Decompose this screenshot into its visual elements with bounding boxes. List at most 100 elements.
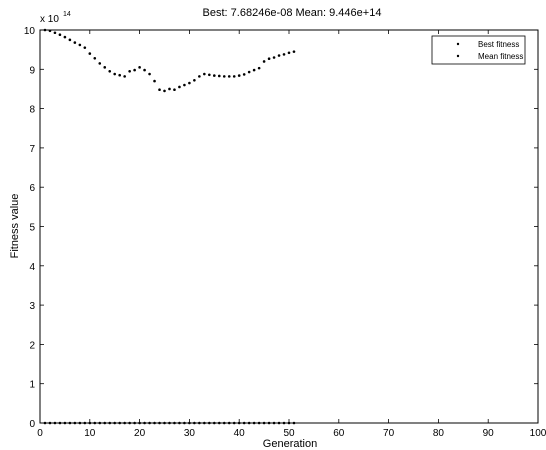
best-fitness-point [252, 421, 256, 425]
mean-fitness-point [83, 46, 87, 49]
mean-fitness-point [252, 68, 256, 72]
x-tick-label: 80 [433, 428, 445, 439]
y-multiplier-exponent: 14 [63, 11, 71, 18]
best-fitness-point [148, 421, 151, 425]
y-tick-label: 6 [29, 183, 35, 194]
best-fitness-point [63, 421, 67, 425]
mean-fitness-point [208, 73, 211, 77]
best-fitness-point [282, 421, 286, 425]
y-tick-label: 10 [24, 26, 36, 37]
mean-fitness-point [272, 56, 276, 59]
best-fitness-point [287, 421, 291, 425]
y-tick-label: 0 [29, 419, 35, 430]
y-tick-label: 7 [29, 144, 35, 155]
x-tick-label: 90 [483, 428, 495, 439]
best-fitness-point [128, 421, 131, 425]
best-fitness-point [78, 421, 82, 425]
legend-label-mean-fitness: Mean fitness [478, 52, 523, 61]
mean-fitness-point [217, 74, 221, 78]
best-fitness-point [198, 421, 201, 425]
x-axis-ticks: 0 10 20 30 40 50 60 70 80 90 100 [37, 30, 546, 439]
best-fitness-point [232, 421, 236, 425]
best-fitness-point [103, 421, 107, 425]
legend-label-best-fitness: Best fitness [478, 40, 519, 49]
mean-fitness-point [237, 74, 241, 77]
mean-fitness-point [267, 57, 271, 60]
best-fitness-point [183, 421, 186, 425]
mean-fitness-point [262, 60, 266, 63]
legend-marker-best-fitness [456, 42, 460, 46]
best-fitness-point [193, 421, 196, 425]
best-fitness-point [73, 421, 77, 425]
best-fitness-point [222, 421, 226, 425]
mean-fitness-point [257, 66, 261, 70]
best-fitness-point [178, 421, 181, 425]
best-fitness-point [217, 421, 221, 425]
mean-fitness-point [133, 68, 136, 72]
best-fitness-point [242, 421, 246, 425]
best-fitness-point [118, 421, 121, 425]
y-tick-label: 3 [29, 301, 35, 312]
best-fitness-point [133, 421, 136, 425]
y-axis-label: Fitness value [9, 194, 21, 259]
mean-fitness-point [53, 31, 57, 35]
best-fitness-point [267, 421, 271, 425]
best-fitness-point [272, 421, 276, 425]
best-fitness-point [138, 421, 141, 425]
mean-fitness-point [222, 75, 226, 78]
best-fitness-point [292, 421, 296, 425]
mean-fitness-point [93, 56, 97, 60]
mean-fitness-point [153, 79, 156, 83]
mean-fitness-point [193, 79, 196, 82]
best-fitness-point [153, 421, 156, 425]
mean-fitness-point [188, 81, 191, 85]
mean-fitness-point [108, 69, 112, 73]
mean-fitness-point [203, 72, 206, 76]
mean-fitness-point [242, 73, 246, 76]
best-fitness-point [68, 421, 72, 425]
best-fitness-point [173, 421, 176, 425]
y-tick-label: 9 [29, 65, 35, 76]
mean-fitness-point [213, 74, 216, 77]
x-tick-label: 0 [37, 428, 43, 439]
best-fitness-point [98, 421, 102, 425]
mean-fitness-point [118, 73, 121, 77]
mean-fitness-point [98, 62, 102, 65]
best-fitness-point [93, 421, 97, 425]
best-fitness-point [203, 421, 206, 425]
best-fitness-point [48, 421, 52, 425]
mean-fitness-point [103, 66, 107, 69]
best-fitness-point [158, 421, 161, 425]
legend-marker-mean-fitness [456, 54, 460, 58]
mean-fitness-point [138, 66, 141, 69]
best-fitness-point [208, 421, 211, 425]
mean-fitness-point [287, 51, 291, 55]
best-fitness-point [83, 421, 87, 425]
x-tick-label: 20 [134, 428, 146, 439]
x-tick-label: 40 [234, 428, 246, 439]
mean-fitness-point [292, 50, 296, 53]
y-tick-label: 4 [29, 262, 35, 273]
y-multiplier-label: x 10 [40, 14, 59, 25]
y-tick-label: 8 [29, 105, 35, 116]
mean-fitness-point [58, 33, 62, 37]
mean-fitness-point [143, 68, 146, 72]
mean-fitness-point [88, 52, 92, 55]
best-fitness-point [113, 421, 116, 425]
x-axis-label: Generation [263, 438, 317, 450]
mean-fitness-point [178, 85, 181, 89]
best-fitness-point [108, 421, 112, 425]
best-fitness-point [123, 421, 126, 425]
mean-fitness-point [113, 72, 116, 76]
best-fitness-point [262, 421, 266, 425]
best-fitness-point [237, 421, 241, 425]
chart-title: Best: 7.68246e-08 Mean: 9.446e+14 [203, 7, 382, 19]
legend: Best fitness Mean fitness [431, 35, 526, 65]
mean-fitness-point [183, 83, 186, 87]
y-tick-label: 2 [29, 340, 35, 351]
mean-fitness-point [282, 53, 286, 56]
mean-fitness-point [73, 41, 77, 44]
mean-fitness-point [158, 88, 161, 92]
mean-fitness-point [247, 70, 251, 74]
best-fitness-point [43, 421, 47, 425]
